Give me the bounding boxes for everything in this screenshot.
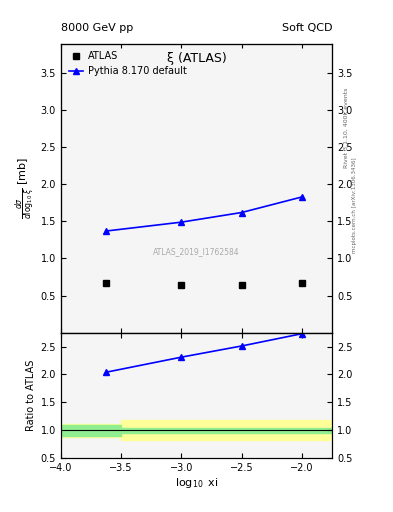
ATLAS bbox=[179, 282, 184, 288]
Text: ATLAS_2019_I1762584: ATLAS_2019_I1762584 bbox=[153, 247, 240, 256]
Text: Soft QCD: Soft QCD bbox=[282, 23, 332, 33]
ATLAS bbox=[104, 280, 108, 286]
Pythia 8.170 default bbox=[104, 228, 108, 234]
Pythia 8.170 default bbox=[299, 194, 304, 200]
Legend: ATLAS, Pythia 8.170 default: ATLAS, Pythia 8.170 default bbox=[66, 48, 190, 79]
Text: Rivet 3.1.10, 400k events: Rivet 3.1.10, 400k events bbox=[344, 88, 349, 168]
Line: ATLAS: ATLAS bbox=[103, 280, 305, 288]
X-axis label: $\log_{10}$ xi: $\log_{10}$ xi bbox=[175, 476, 218, 490]
Y-axis label: Ratio to ATLAS: Ratio to ATLAS bbox=[26, 360, 37, 431]
Line: Pythia 8.170 default: Pythia 8.170 default bbox=[103, 194, 305, 234]
Pythia 8.170 default bbox=[179, 219, 184, 225]
Y-axis label: $\frac{d\sigma}{d\log_{10}\xi}$ [mb]: $\frac{d\sigma}{d\log_{10}\xi}$ [mb] bbox=[14, 157, 38, 219]
ATLAS bbox=[239, 282, 244, 288]
Pythia 8.170 default bbox=[239, 209, 244, 216]
Text: ξ (ATLAS): ξ (ATLAS) bbox=[167, 52, 226, 65]
ATLAS bbox=[299, 280, 304, 286]
Text: mcplots.cern.ch [arXiv:1306.3436]: mcplots.cern.ch [arXiv:1306.3436] bbox=[352, 157, 357, 252]
Text: 8000 GeV pp: 8000 GeV pp bbox=[61, 23, 133, 33]
